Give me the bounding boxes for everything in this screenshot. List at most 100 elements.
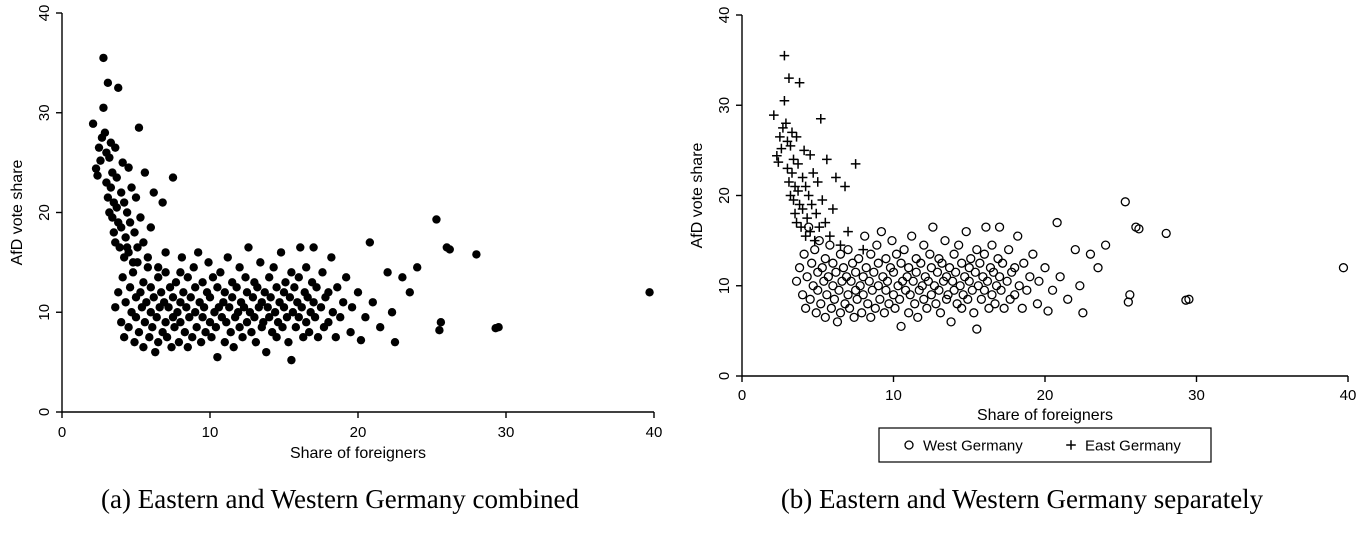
- data-point-filled-circle: [201, 328, 210, 337]
- data-point-filled-circle: [223, 253, 232, 262]
- data-point-filled-circle: [253, 283, 262, 292]
- data-point-open-circle: [881, 285, 891, 295]
- data-point-open-circle: [949, 249, 959, 259]
- y-axis-title: AfD vote share: [689, 142, 706, 248]
- data-point-filled-circle: [154, 273, 163, 282]
- data-point-filled-circle: [294, 313, 303, 322]
- data-point-open-circle: [937, 258, 947, 268]
- data-point-open-circle: [988, 267, 999, 277]
- data-point-filled-circle: [285, 293, 295, 302]
- data-point-plus: [775, 132, 785, 142]
- data-point-filled-circle: [177, 253, 187, 262]
- data-point-filled-circle: [154, 263, 163, 272]
- data-point-open-circle: [1028, 249, 1038, 259]
- y-tick-label: 30: [716, 97, 733, 114]
- y-tick-label: 30: [36, 104, 53, 121]
- data-point-open-circle: [940, 235, 950, 246]
- data-point-open-circle: [903, 308, 914, 318]
- data-point-open-circle: [840, 299, 850, 309]
- caption-b: (b) Eastern and Western Germany separate…: [780, 484, 1264, 514]
- data-point-filled-circle: [173, 308, 182, 317]
- data-point-open-circle: [972, 244, 982, 255]
- data-point-filled-circle: [309, 298, 318, 307]
- data-point-open-circle: [863, 299, 873, 309]
- data-point-filled-circle: [242, 288, 252, 297]
- data-point-plus: [800, 231, 811, 241]
- data-point-open-circle: [828, 258, 838, 268]
- data-point-plus: [772, 150, 782, 161]
- data-point-filled-circle: [167, 342, 176, 352]
- data-point-open-circle: [834, 285, 844, 295]
- data-point-filled-circle: [143, 263, 153, 272]
- data-point-filled-circle: [128, 258, 138, 267]
- data-point-open-circle: [816, 299, 826, 309]
- data-point-filled-circle: [235, 263, 244, 272]
- data-point-open-circle: [866, 312, 876, 322]
- data-point-filled-circle: [145, 332, 154, 342]
- data-point-open-circle: [1002, 276, 1012, 286]
- data-point-open-circle: [932, 267, 943, 277]
- x-tick-label: 40: [646, 424, 663, 441]
- data-point-open-circle: [934, 285, 944, 295]
- series-plus: [769, 50, 868, 255]
- data-point-open-circle: [917, 281, 927, 291]
- data-point-open-circle: [873, 258, 884, 268]
- data-point-open-circle: [884, 299, 894, 309]
- data-point-open-circle: [961, 226, 971, 237]
- data-point-filled-circle: [365, 238, 375, 247]
- data-point-open-circle: [931, 299, 941, 309]
- data-point-filled-circle: [445, 245, 454, 254]
- data-point-open-circle: [820, 254, 830, 264]
- data-point-filled-circle: [211, 323, 221, 332]
- data-point-filled-circle: [180, 328, 190, 337]
- data-point-open-circle: [823, 272, 834, 282]
- data-point-open-circle: [999, 303, 1009, 313]
- data-point-filled-circle: [494, 323, 503, 332]
- caption-a: (a) Eastern and Western Germany combined: [101, 484, 579, 514]
- data-point-filled-circle: [333, 283, 342, 292]
- data-point-filled-circle: [205, 293, 215, 302]
- x-tick-label: 30: [498, 424, 515, 441]
- data-point-open-circle: [1013, 231, 1023, 241]
- data-point-plus: [822, 154, 832, 165]
- data-point-open-circle: [837, 276, 847, 286]
- data-point-filled-circle: [222, 318, 231, 327]
- data-point-plus: [799, 145, 809, 156]
- data-point-filled-circle: [303, 293, 312, 302]
- data-point-open-circle: [975, 258, 985, 268]
- data-point-plus: [817, 195, 828, 205]
- data-point-open-circle: [1052, 217, 1062, 228]
- data-point-filled-circle: [99, 53, 108, 63]
- data-point-open-circle: [1078, 308, 1088, 318]
- data-point-plus: [773, 157, 784, 167]
- legend-label: East Germany: [1085, 438, 1181, 455]
- data-point-filled-circle: [242, 318, 252, 327]
- data-point-open-circle: [843, 244, 853, 255]
- data-point-open-circle: [1125, 290, 1135, 300]
- data-point-open-circle: [854, 254, 864, 264]
- data-point-plus: [790, 208, 800, 219]
- data-point-open-circle: [1085, 249, 1096, 259]
- data-point-open-circle: [907, 231, 917, 241]
- data-point-filled-circle: [290, 283, 299, 292]
- data-point-filled-circle: [130, 337, 139, 347]
- data-point-open-circle: [950, 267, 961, 277]
- data-point-open-circle: [872, 240, 882, 250]
- data-point-open-circle: [904, 440, 914, 450]
- data-point-open-circle: [896, 321, 906, 332]
- data-point-plus: [815, 113, 826, 124]
- data-point-open-circle: [882, 276, 893, 286]
- data-point-filled-circle: [304, 328, 314, 337]
- data-point-open-circle: [813, 285, 823, 295]
- data-point-filled-circle: [179, 288, 188, 297]
- data-point-open-circle: [835, 249, 846, 259]
- data-point-filled-circle: [117, 318, 126, 327]
- data-point-filled-circle: [193, 248, 203, 257]
- data-point-open-circle: [817, 263, 827, 273]
- data-point-open-circle: [1003, 244, 1014, 255]
- data-point-open-circle: [1040, 263, 1050, 273]
- data-point-open-circle: [896, 258, 906, 268]
- data-point-open-circle: [1338, 263, 1349, 273]
- data-point-filled-circle: [248, 293, 258, 302]
- data-point-open-circle: [875, 294, 885, 304]
